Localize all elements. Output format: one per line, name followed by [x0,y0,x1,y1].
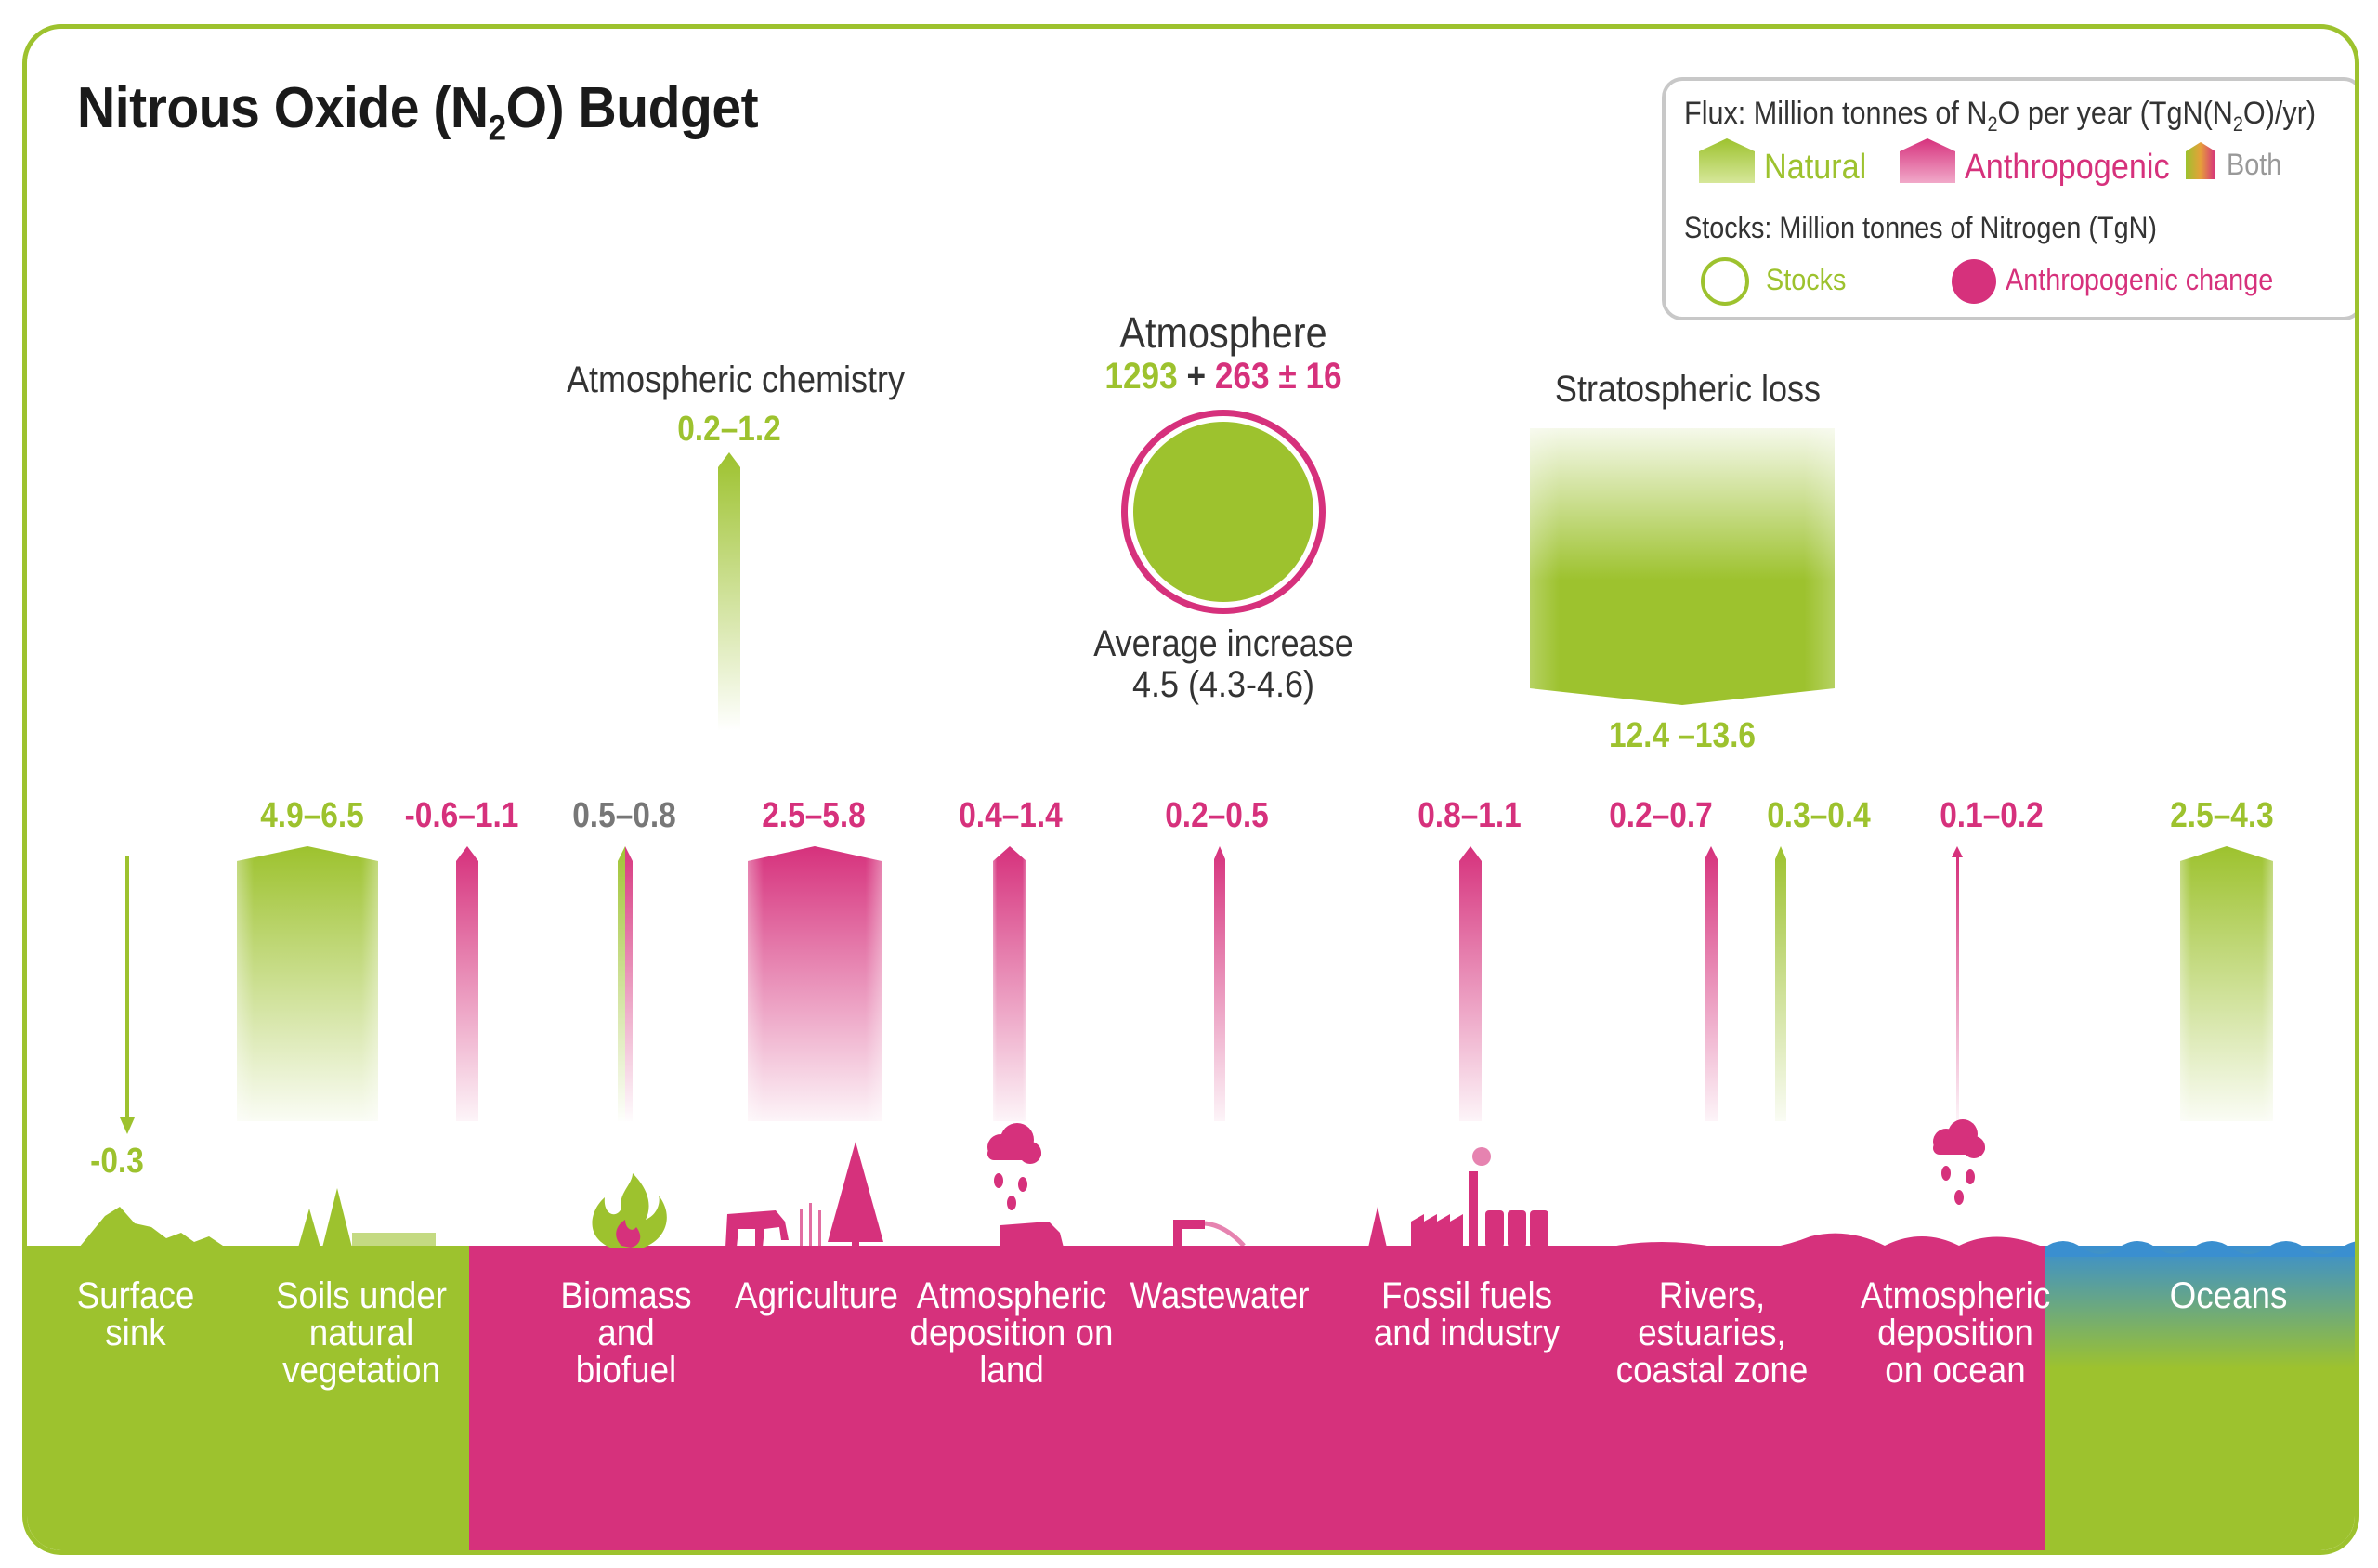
figure-title: Nitrous Oxide (N2O) Budget [77,76,759,149]
ground [27,1119,2355,1550]
legend-stocks-title: Stocks: Million tonnes of Nitrogen (TgN) [1684,211,2157,244]
stratospheric-loss-value: 12.4 –13.6 [1608,716,1757,755]
water-outflow-icon [1204,1221,1246,1248]
flux-arrow-biomass [618,846,633,1121]
legend [1662,77,2355,320]
category-atm-dep-ocean: Atmospheric deposition on ocean [1860,1275,2051,1391]
flux-value-oceans: 2.5–4.3 [2170,796,2274,835]
fire-inner-icon [616,1220,641,1248]
legend-stocks-icon [1701,257,1749,306]
flux-arrow-surface [120,856,135,1134]
category-soils: Soils under natural vegetation [275,1275,448,1391]
tree-icon [298,1188,436,1248]
atmosphere-stock-circle [1121,410,1326,614]
pipe-icon [1173,1220,1205,1248]
stratospheric-loss-label: Stratospheric loss [1554,369,1822,410]
conifer-icon [828,1142,883,1242]
flux-value-soils-anthro: -0.6–1.1 [404,796,519,835]
ocean-wave [2045,1241,2355,1257]
legend-stocks-label: Stocks [1766,263,1847,296]
atmospheric-chemistry-value: 0.2–1.2 [677,410,781,449]
flux-value-atm-dep-land: 0.4–1.4 [959,796,1063,835]
category-agriculture: Agriculture [735,1275,898,1316]
flux-arrow-rivers-anthro [1705,846,1718,1121]
flux-arrow-rivers-natural [1775,846,1786,1121]
flux-value-surface: -0.3 [90,1142,144,1181]
wheat-icon [800,1203,821,1248]
rain-cloud-ocean-icon [1933,1119,1985,1205]
legend-natural-icon [1699,138,1755,183]
atmospheric-chemistry-arrow [718,452,740,731]
legend-anthropogenic-change-icon [1952,259,1996,304]
flux-arrow-atm-dep-ocean [1952,846,1963,1121]
flux-arrows [120,846,2273,1134]
flux-value-rivers-anthro: 0.2–0.7 [1609,796,1713,835]
flux-arrow-soils [237,846,378,1121]
flux-value-soils: 4.9–6.5 [260,796,364,835]
ground-anthropogenic [469,1246,2045,1550]
category-fossil: Fossil fuels and industry [1373,1275,1561,1353]
flux-value-biomass: 0.5–0.8 [572,796,676,835]
coastal-wave [1606,1233,2045,1255]
flux-value-agriculture: 2.5–5.8 [762,796,866,835]
figure-frame: Nitrous Oxide (N2O) Budget Flux: Million… [22,24,2359,1555]
ground-ocean [2045,1246,2355,1550]
legend-natural-label: Natural [1764,148,1867,187]
flux-arrow-atm-dep-land [993,846,1026,1121]
factory-icon [1368,1147,1548,1248]
truck-icon [1000,1222,1064,1248]
legend-both-icon [2186,142,2215,179]
flux-arrow-oceans [2180,846,2273,1121]
category-surface-sink: Surface sink [76,1275,195,1353]
flux-arrow-agriculture [748,846,882,1121]
flux-value-atm-dep-ocean: 0.1–0.2 [1940,796,2044,835]
flux-arrow-fossil [1459,846,1482,1121]
category-wastewater: Wastewater [1130,1275,1310,1316]
legend-both-label: Both [2227,148,2282,181]
legend-anthropogenic-change-label: Anthropogenic change [2006,263,2274,296]
flux-arrow-wastewater [1214,846,1225,1121]
fire-icon [592,1173,667,1248]
average-increase-label: Average increase [1093,623,1353,664]
category-rivers: Rivers, estuaries, coastal zone [1615,1275,1809,1391]
flux-arrow-soils-anthro [456,846,478,1121]
flux-value-rivers-natural: 0.3–0.4 [1767,796,1871,835]
cow-icon [725,1210,789,1248]
rain-cloud-icon [987,1123,1041,1210]
flux-value-wastewater: 0.2–0.5 [1165,796,1269,835]
legend-anthropogenic-label: Anthropogenic [1965,148,2170,187]
average-increase-value: 4.5 (4.3-4.6) [1131,664,1315,705]
legend-flux-title: Flux: Million tonnes of N2O per year (Tg… [1684,96,2317,136]
category-biomass: Biomass and biofuel [560,1275,692,1391]
category-oceans: Oceans [2169,1275,2288,1316]
atmospheric-chemistry-label: Atmospheric chemistry [566,359,906,400]
stratospheric-loss-arrow [1530,428,1835,705]
category-atm-dep-land: Atmospheric deposition on land [909,1275,1114,1391]
flux-value-fossil: 0.8–1.1 [1418,796,1522,835]
mountain-icon [79,1207,226,1248]
legend-anthropogenic-icon [1900,138,1955,183]
atmosphere-stock: 1293 + 263 ± 16 [1104,356,1342,397]
atmosphere-title: Atmosphere [1119,308,1327,357]
ground-natural-left [27,1246,469,1550]
